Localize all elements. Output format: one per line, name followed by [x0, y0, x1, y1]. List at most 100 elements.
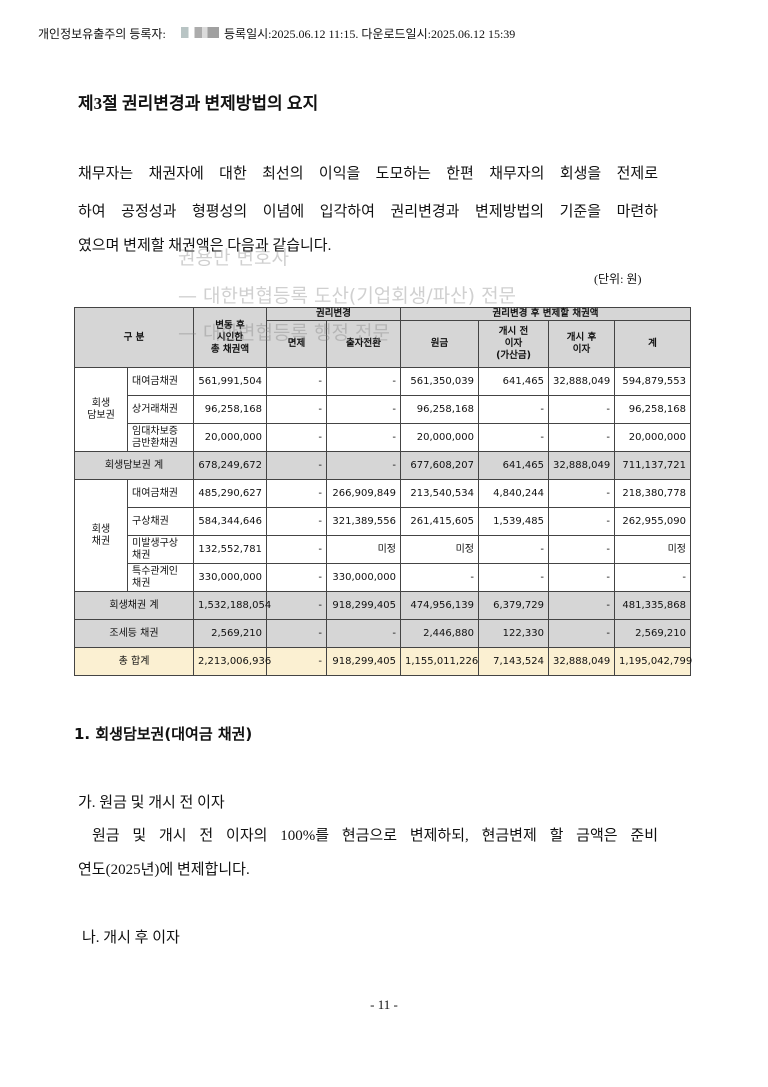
table-cell: 213,540,534	[400, 479, 480, 508]
row-label: 조세등 채권	[73, 619, 195, 648]
row-label: 구상채권	[126, 507, 195, 536]
table-row: 상거래채권 96,258,168- -96,258,168- -96,258,168	[75, 395, 692, 424]
table-cell: 561,350,039	[400, 367, 480, 396]
table-cell: -	[548, 423, 616, 452]
table-cell: -	[548, 591, 616, 620]
table-cell: 32,888,049	[548, 647, 616, 676]
unit-label: (단위: 원)	[594, 272, 642, 286]
intro-line: 였으며 변제할 채권액은 다음과 같습니다.	[78, 238, 332, 254]
table-cell: -	[326, 367, 402, 396]
table-cell: 1,532,188,054	[193, 591, 271, 620]
table-cell: 7,143,524	[478, 647, 550, 676]
table-cell: 711,137,721	[614, 451, 692, 480]
header-info: 등록일시:2025.06.12 11:15. 다운로드일시:2025.06.12…	[224, 27, 516, 41]
table-row: 조세등 채권 2,569,210- -2,446,880 122,330-2,569,…	[73, 619, 692, 648]
table-cell: -	[548, 535, 616, 564]
table-cell: 678,249,672	[193, 451, 268, 480]
header-cell: 원금	[400, 320, 480, 368]
table-cell: -	[548, 479, 616, 508]
table-cell: 20,000,000	[400, 423, 480, 452]
item-title: 가. 원금 및 개시 전 이자	[78, 795, 225, 811]
table-cell: 2,569,210	[614, 619, 692, 648]
row-label: 특수관계인 채권	[126, 563, 195, 592]
table-cell: -	[548, 395, 616, 424]
table-row: 미발생구상 채권 132,552,781- 미정 미정 - - 미정	[75, 535, 692, 564]
table-cell: 677,608,207	[400, 451, 480, 480]
table-row: 회생채권 계 1,532,188,054-918,299,405 474,956,1…	[73, 591, 692, 620]
row-label: 대여금채권	[126, 367, 195, 396]
intro-line: 하여 공정성과 형평성의 이념에 입각하여 권리변경과 변제방법의 기준을 마련…	[78, 204, 658, 220]
table-cell: -	[326, 451, 402, 480]
table-cell: -	[266, 647, 328, 676]
table-row: 회생 담보권 대여금채권 561,991,504- -561,350,039 641,4…	[74, 367, 692, 452]
table-cell: 96,258,168	[614, 395, 692, 424]
row-label: 회생채권 계	[73, 591, 195, 620]
header-cell: 개시 후 이자	[548, 320, 616, 368]
table-cell: 32,888,049	[548, 367, 616, 396]
item-text: 원금 및 개시 전 이자의 100%를 현금으로 변제하되, 현금변제 할 금액…	[92, 828, 658, 844]
table-cell: -	[266, 479, 328, 508]
table-cell: -	[266, 591, 328, 620]
group-label: 회생 채권	[74, 479, 128, 592]
table-cell: -	[266, 507, 328, 536]
row-label: 회생담보권 계	[73, 451, 195, 480]
table-cell: -	[478, 395, 550, 424]
table-row: 임대차보증 금반환채권 20,000,000- -20,000,000- -20,00…	[75, 423, 692, 452]
table-cell: 1,195,042,799	[614, 647, 692, 676]
table-cell: 미정	[400, 535, 480, 564]
header-prefix: 개인정보유출주의 등록자:	[38, 27, 166, 41]
table-cell: 266,909,849	[326, 479, 402, 508]
row-label: 총 합계	[73, 647, 195, 676]
table-cell: 20,000,000	[193, 423, 268, 452]
header-cell: 출자전환	[326, 320, 402, 368]
table-cell: 262,955,090	[614, 507, 692, 536]
subsection-title: 1. 회생담보권(대여금 채권)	[74, 725, 253, 743]
table-cell: -	[548, 563, 616, 592]
redacted-name	[181, 27, 219, 38]
group-label: 회생 담보권	[74, 367, 128, 452]
watermark: — 대한변협등록 행정 전문	[178, 322, 390, 344]
claims-table: 구 분 변동 후 시인한 총 채권액 권리변경 권리변경 후 변제할 채권액 면…	[73, 307, 692, 676]
intro-line: 채무자는 채권자에 대한 최선의 이익을 도모하는 한편 채무자의 회생을 전제…	[78, 166, 658, 182]
table-cell: -	[326, 619, 402, 648]
header-cell: 면제	[266, 320, 328, 368]
table-cell: -	[614, 563, 692, 592]
table-cell: 584,344,646	[193, 507, 268, 536]
header-cell: 구 분	[73, 307, 195, 368]
table-cell: 2,446,880	[400, 619, 480, 648]
table-body: 회생 담보권 대여금채권 561,991,504- -561,350,039 641,4…	[73, 367, 692, 676]
watermark: — 대한변협등록 도산(기업회생/파산) 전문	[178, 285, 517, 307]
table-cell: 330,000,000	[193, 563, 268, 592]
table-cell: 218,380,778	[614, 479, 692, 508]
table-cell: 4,840,244	[478, 479, 550, 508]
item-text: 연도(2025년)에 변제합니다.	[78, 862, 250, 878]
table-row: 구상채권 584,344,646-321,389,556 261,415,605 1,…	[75, 507, 692, 536]
table-cell: -	[478, 535, 550, 564]
table-cell: 641,465	[478, 451, 550, 480]
table-cell: -	[266, 619, 328, 648]
table-cell: 132,552,781	[193, 535, 268, 564]
table-cell: 641,465	[478, 367, 550, 396]
table-row: 회생담보권 계 678,249,672- -677,608,207 641,465 32…	[73, 451, 692, 480]
item-title: 나. 개시 후 이자	[82, 930, 180, 946]
table-cell: 321,389,556	[326, 507, 402, 536]
row-label: 대여금채권	[126, 479, 195, 508]
table-cell: 330,000,000	[326, 563, 402, 592]
row-label: 상거래채권	[126, 395, 195, 424]
table-cell: -	[478, 423, 550, 452]
table-cell: 미정	[326, 535, 402, 564]
table-cell: -	[478, 563, 550, 592]
table-cell: -	[266, 395, 328, 424]
table-cell: -	[266, 563, 328, 592]
table-cell: 미정	[614, 535, 692, 564]
table-cell: 6,379,729	[478, 591, 550, 620]
table-cell: 32,888,049	[548, 451, 616, 480]
table-row: 특수관계인 채권 330,000,000-330,000,000- - - -	[75, 563, 692, 592]
table-cell: -	[266, 535, 328, 564]
table-cell: 561,991,504	[193, 367, 268, 396]
table-cell: 96,258,168	[193, 395, 268, 424]
table-cell: 918,299,405	[326, 591, 402, 620]
table-cell: 96,258,168	[400, 395, 480, 424]
table-cell: -	[266, 423, 328, 452]
